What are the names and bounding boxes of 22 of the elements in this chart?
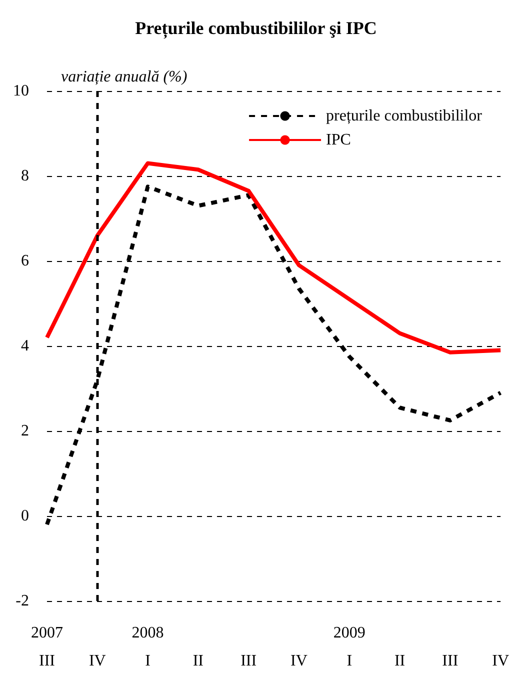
- legend-label: IPC: [326, 132, 351, 148]
- x-tick-label: 2007 III: [31, 624, 63, 670]
- y-tick-label: 10: [13, 82, 29, 100]
- y-tick-label: -2: [16, 592, 29, 610]
- y-tick-label: 2: [21, 422, 29, 440]
- x-tick-label: IV: [492, 652, 510, 670]
- x-tick-label: IV: [88, 652, 106, 670]
- x-tick-label: 2009 I: [333, 624, 366, 670]
- legend-label: prețurile combustibililor: [326, 108, 483, 124]
- y-axis-title: variație anuală (%): [61, 68, 188, 86]
- y-tick-label: 8: [21, 168, 29, 184]
- y-tick-label: 0: [21, 508, 29, 524]
- x-tick-label: III: [240, 652, 257, 670]
- chart-title: Prețurile combustibililor şi IPC: [135, 18, 377, 39]
- x-tick-label: III: [442, 652, 458, 670]
- x-tick-label: II: [394, 652, 406, 670]
- x-tick-label: II: [192, 652, 204, 670]
- x-tick-label: IV: [290, 652, 308, 670]
- y-tick-label: 6: [21, 252, 29, 270]
- line-series: [45, 161, 503, 354]
- y-tick-label: 4: [21, 338, 29, 354]
- x-tick-label: 2008 I: [132, 624, 164, 670]
